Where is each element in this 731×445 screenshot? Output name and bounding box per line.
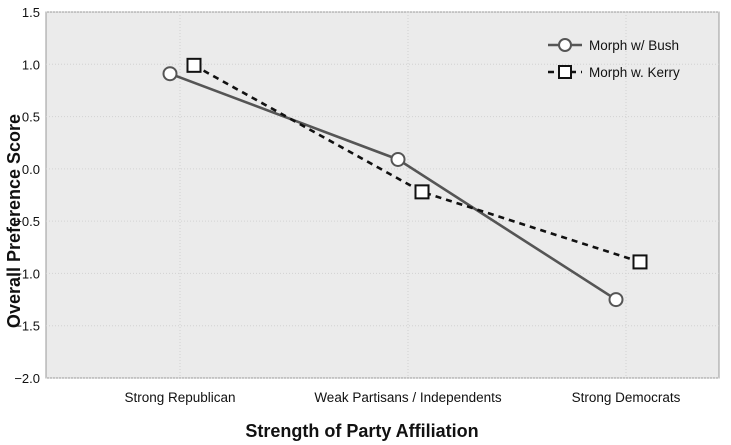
data-point-square <box>186 57 202 73</box>
x-axis-categories: Strong Republican Weak Partisans / Indepe… <box>124 390 680 405</box>
data-point-circle <box>162 66 178 82</box>
series-morph-bush <box>162 66 624 308</box>
series-layer <box>162 57 648 308</box>
legend-marker-square-icon <box>558 65 572 79</box>
y-tick-label: 1.5 <box>22 5 40 20</box>
x-tick-label: Strong Republican <box>124 390 235 405</box>
legend-item-morph-bush: Morph w/ Bush <box>548 38 679 53</box>
data-point-square <box>414 184 430 200</box>
y-tick-label: −1.0 <box>14 266 40 281</box>
data-point-circle <box>608 292 624 308</box>
x-tick-label: Weak Partisans / Independents <box>314 390 502 405</box>
legend-label-morph-bush: Morph w/ Bush <box>589 38 679 53</box>
x-tick-label: Strong Democrats <box>572 390 681 405</box>
x-axis-title: Strength of Party Affiliation <box>245 421 478 441</box>
y-tick-label: −1.5 <box>14 319 40 334</box>
y-tick-label: 0.0 <box>22 162 40 177</box>
y-tick-label: 1.0 <box>22 57 40 72</box>
legend: Morph w/ Bush Morph w. Kerry <box>548 38 680 80</box>
y-tick-label: −2.0 <box>14 371 40 386</box>
plot-area <box>45 11 720 379</box>
y-tick-label: 0.5 <box>22 110 40 125</box>
data-point-circle <box>390 151 406 167</box>
gridlines <box>46 11 719 379</box>
y-axis-title: Overall Preference Score <box>4 114 24 328</box>
y-axis-ticks: 1.5 1.0 0.5 0.0 −0.5 −1.0 −1.5 −2.0 <box>14 5 40 386</box>
legend-marker-circle-icon <box>558 38 572 52</box>
series-morph-kerry <box>186 57 648 270</box>
y-tick-label: −0.5 <box>14 214 40 229</box>
legend-label-morph-kerry: Morph w. Kerry <box>589 65 680 80</box>
legend-item-morph-kerry: Morph w. Kerry <box>548 65 680 80</box>
data-point-square <box>632 254 648 270</box>
